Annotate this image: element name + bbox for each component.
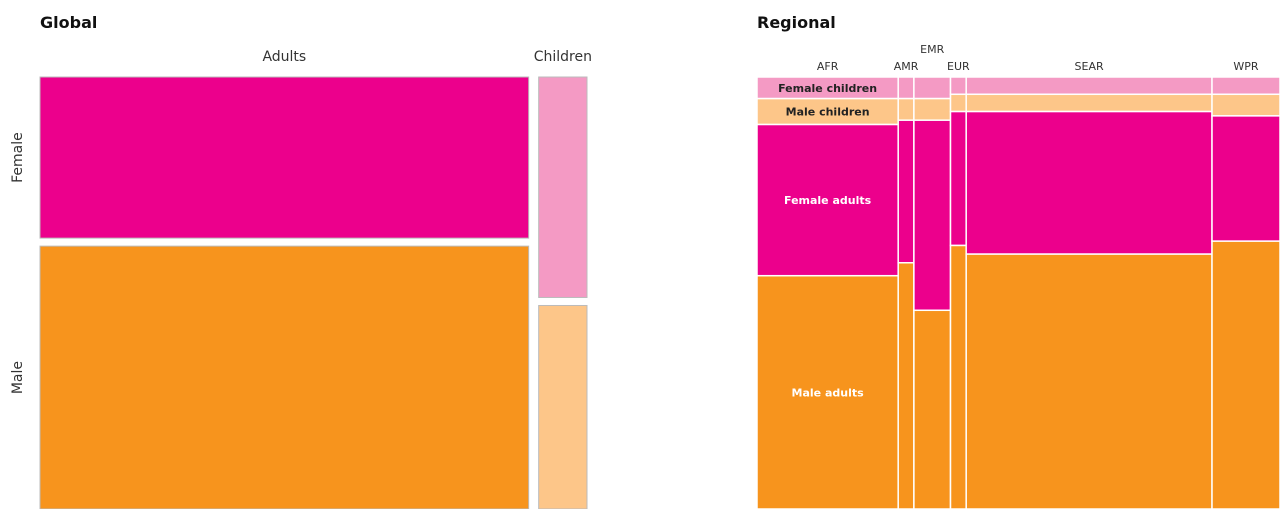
column-label: WPR xyxy=(1233,60,1259,73)
cell xyxy=(949,110,967,247)
column-label: Adults xyxy=(262,49,306,65)
cell xyxy=(1211,115,1280,242)
column-label: EMR xyxy=(920,43,944,56)
cell xyxy=(897,97,915,121)
cell xyxy=(913,119,952,312)
column-label: SEAR xyxy=(1075,60,1104,73)
cell xyxy=(1211,76,1280,96)
chart-title: Regional xyxy=(757,13,836,32)
row-label: Female xyxy=(10,132,26,183)
cell xyxy=(949,244,967,509)
cell xyxy=(965,76,1213,96)
cell xyxy=(1211,93,1280,117)
cell xyxy=(39,76,530,239)
cell xyxy=(913,97,952,121)
cell xyxy=(756,274,899,509)
cell xyxy=(965,253,1213,509)
cell-label: Female children xyxy=(778,82,877,95)
cell xyxy=(949,76,967,96)
cell xyxy=(949,93,967,113)
cell xyxy=(538,304,588,509)
cell xyxy=(913,76,952,100)
cell xyxy=(965,93,1213,113)
cell-label: Male adults xyxy=(792,386,865,399)
column-label: Children xyxy=(534,49,592,65)
row-label: Male xyxy=(10,361,26,394)
cell xyxy=(756,123,899,277)
column-label: EUR xyxy=(947,60,970,73)
cell xyxy=(897,119,915,264)
column-label: AFR xyxy=(817,60,839,73)
cell xyxy=(756,97,899,126)
column-label: AMR xyxy=(894,60,919,73)
cell xyxy=(39,245,530,509)
cell xyxy=(897,262,915,509)
cell-label: Male children xyxy=(786,106,870,119)
chart-title: Global xyxy=(40,13,97,32)
cell xyxy=(1211,240,1280,509)
cell xyxy=(965,110,1213,255)
cell xyxy=(538,76,588,298)
cell xyxy=(897,76,915,100)
cell-label: Female adults xyxy=(784,194,872,207)
cell xyxy=(913,309,952,509)
